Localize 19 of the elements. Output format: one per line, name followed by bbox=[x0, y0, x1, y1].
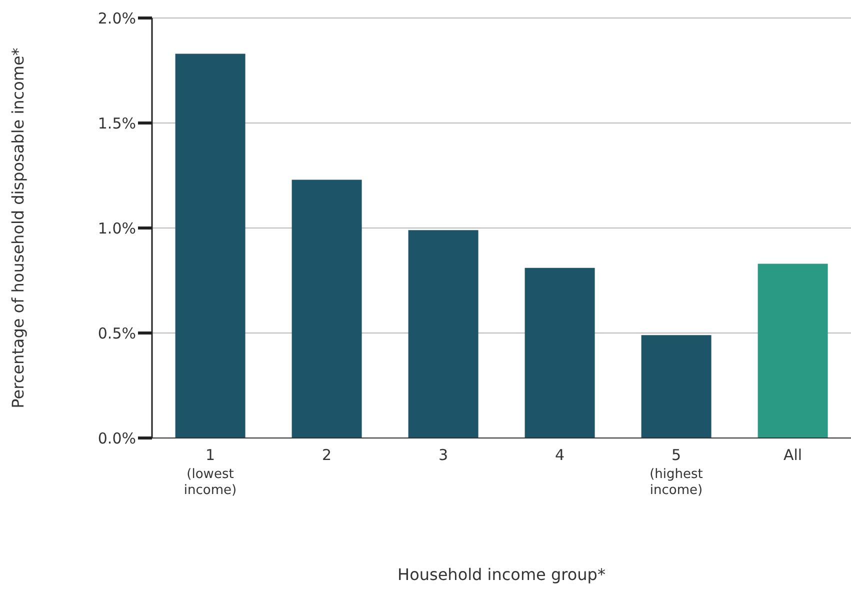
x-tick-label: 4 bbox=[554, 446, 565, 464]
bar bbox=[641, 335, 712, 438]
y-tick-label: 0.5% bbox=[98, 324, 136, 342]
x-tick-label: 5 (highest income) bbox=[650, 446, 703, 498]
y-tick-label: 1.0% bbox=[98, 219, 136, 238]
x-tick-label: 1 (lowest income) bbox=[184, 446, 237, 498]
x-tick-label: 3 bbox=[438, 446, 448, 464]
y-axis-title: Percentage of household disposable income* bbox=[8, 48, 28, 408]
x-tick-label: 2 bbox=[322, 446, 332, 464]
bar bbox=[408, 230, 478, 438]
bar bbox=[292, 180, 362, 438]
bar bbox=[175, 54, 246, 438]
x-axis-title: Household income group* bbox=[398, 565, 606, 584]
bar bbox=[758, 264, 828, 438]
y-tick-label: 1.5% bbox=[98, 114, 136, 132]
x-tick-label: All bbox=[783, 446, 802, 464]
y-tick-label: 2.0% bbox=[98, 9, 136, 28]
bar bbox=[524, 268, 595, 438]
y-tick-label: 0.0% bbox=[98, 429, 136, 448]
